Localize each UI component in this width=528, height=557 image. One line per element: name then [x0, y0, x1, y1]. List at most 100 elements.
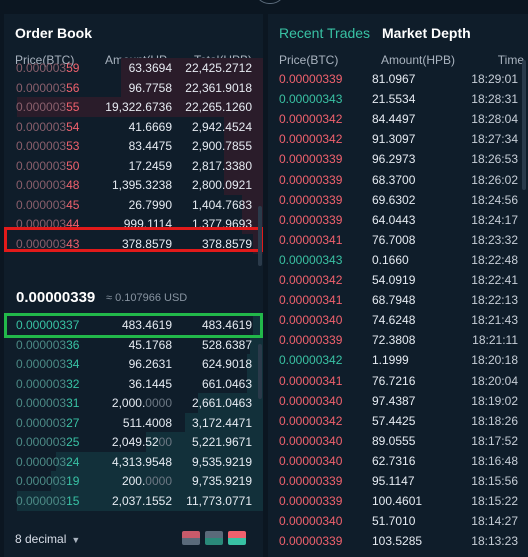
- trade-price: 0.00000339: [279, 534, 343, 549]
- ask-row[interactable]: 0.00000350 17.2459 2,817.3380: [4, 155, 263, 176]
- trades-scrollbar[interactable]: [522, 60, 526, 190]
- row-amount: 200.0000: [121, 474, 172, 488]
- row-total: 378.8579: [201, 236, 252, 251]
- ask-scrollbar[interactable]: [258, 206, 262, 266]
- orderbook-buy-icon[interactable]: [228, 531, 246, 545]
- ask-row[interactable]: 0.00000348 1,395.3238 2,800.0921: [4, 175, 263, 195]
- bid-row[interactable]: 0.00000337 483.4619 483.4619: [4, 315, 263, 335]
- trade-row[interactable]: 0.00000340 51.7010 18:14:27: [268, 511, 528, 531]
- trade-price: 0.00000341: [279, 293, 343, 308]
- trade-time: 18:21:11: [472, 333, 518, 348]
- trade-time: 18:23:32: [471, 232, 518, 247]
- row-price: 0.00000355: [16, 100, 80, 114]
- trade-row[interactable]: 0.00000341 76.7008 18:23:32: [268, 230, 528, 250]
- tab-market-depth[interactable]: Market Depth: [382, 25, 471, 41]
- decimal-select[interactable]: 8 decimal ▼: [15, 532, 80, 546]
- trade-row[interactable]: 0.00000342 54.0919 18:22:41: [268, 270, 528, 290]
- depth-bar: [242, 194, 263, 215]
- depth-bar: [55, 451, 263, 472]
- trade-row[interactable]: 0.00000340 89.0555 18:17:52: [268, 431, 528, 451]
- trade-time: 18:14:27: [471, 514, 518, 529]
- order-book-panel: Order Book Price(BTC) Amount(HP... Total…: [4, 14, 263, 557]
- trade-price: 0.00000339: [279, 474, 343, 488]
- trade-row[interactable]: 0.00000339 100.4601 18:15:22: [268, 491, 528, 511]
- bid-row[interactable]: 0.00000315 2,037.1552 11,773.0771: [4, 490, 263, 511]
- row-amount: 83.4475: [128, 139, 172, 153]
- trade-row[interactable]: 0.00000342 84.4497 18:28:04: [268, 109, 528, 129]
- trade-price: 0.00000340: [279, 453, 343, 468]
- row-total: 11,773.0771: [186, 493, 252, 508]
- price-column-header: Price(BTC): [15, 53, 75, 67]
- trade-time: 18:28:04: [471, 112, 518, 127]
- row-total: 661.0463: [201, 376, 252, 391]
- window-notch: [255, 0, 285, 4]
- bid-scrollbar[interactable]: [258, 344, 262, 399]
- trade-price: 0.00000340: [279, 433, 343, 448]
- trade-row[interactable]: 0.00000339 69.6302 18:24:56: [268, 190, 528, 210]
- tab-recent-trades[interactable]: Recent Trades: [279, 25, 371, 41]
- trade-amount: 57.4425: [372, 413, 416, 428]
- trade-amount: 1.1999: [372, 353, 409, 368]
- trade-row[interactable]: 0.00000339 95.1147 18:15:56: [268, 471, 528, 491]
- bid-row[interactable]: 0.00000334 96.2631 624.9018: [4, 354, 263, 374]
- row-amount: 2,037.1552: [111, 493, 172, 508]
- row-amount: 2,000.0000: [111, 396, 172, 410]
- depth-bar: [224, 155, 263, 176]
- trade-row[interactable]: 0.00000341 68.7948 18:22:13: [268, 290, 528, 310]
- row-total: 2,800.0921: [191, 178, 252, 192]
- trade-amount: 97.4387: [372, 393, 416, 408]
- bid-row[interactable]: 0.00000324 4,313.9548 9,535.9219: [4, 451, 263, 472]
- bid-row[interactable]: 0.00000331 2,000.0000 2,661.0463: [4, 393, 263, 413]
- order-book-footer: 8 decimal ▼: [4, 524, 263, 557]
- decimal-select-label: 8 decimal: [15, 532, 67, 546]
- row-amount: 4,313.9548: [111, 454, 172, 469]
- trade-time: 18:26:02: [471, 172, 518, 187]
- bid-row[interactable]: 0.00000332 36.1445 661.0463: [4, 373, 263, 394]
- trade-row[interactable]: 0.00000343 21.5534 18:28:31: [268, 89, 528, 109]
- last-price-row[interactable]: 0.00000339 ≈ 0.107966 USD: [4, 284, 263, 312]
- trade-row[interactable]: 0.00000340 74.6248 18:21:43: [268, 310, 528, 330]
- ask-row[interactable]: 0.00000355 19,322.6736 22,265.1260: [4, 97, 263, 117]
- ask-row[interactable]: 0.00000359 63.3694 22,425.2712: [4, 58, 263, 78]
- trade-row[interactable]: 0.00000343 0.1660 18:22:48: [268, 250, 528, 270]
- trade-row[interactable]: 0.00000339 64.0443 18:24:17: [268, 210, 528, 230]
- bid-row[interactable]: 0.00000325 2,049.5200 5,221.9671: [4, 432, 263, 452]
- trade-row[interactable]: 0.00000342 91.3097 18:27:34: [268, 129, 528, 149]
- bid-row[interactable]: 0.00000327 511.4008 3,172.4471: [4, 412, 263, 433]
- row-total: 9,535.9219: [191, 454, 252, 469]
- ask-row[interactable]: 0.00000354 41.6669 2,942.4524: [4, 116, 263, 137]
- ask-row[interactable]: 0.00000353 83.4475 2,900.7855: [4, 136, 263, 156]
- trade-time: 18:22:13: [471, 293, 518, 308]
- trade-time: 18:19:02: [471, 393, 518, 408]
- orderbook-both-icon[interactable]: [182, 531, 200, 545]
- trade-amount: 100.4601: [372, 494, 423, 509]
- trade-row[interactable]: 0.00000339 103.5285 18:13:23: [268, 531, 528, 551]
- trade-row[interactable]: 0.00000339 96.2973 18:26:53: [268, 149, 528, 169]
- trade-row[interactable]: 0.00000341 76.7216 18:20:04: [268, 371, 528, 391]
- bid-row[interactable]: 0.00000319 200.0000 9,735.9219: [4, 471, 263, 491]
- trade-row[interactable]: 0.00000342 57.4425 18:18:26: [268, 411, 528, 431]
- trade-amount: 96.2973: [372, 152, 416, 167]
- ask-row[interactable]: 0.00000345 26.7990 1,404.7683: [4, 194, 263, 215]
- orderbook-sell-icon[interactable]: [205, 531, 223, 545]
- depth-bar: [16, 490, 263, 511]
- depth-bar: [252, 315, 263, 335]
- trade-time: 18:28:31: [471, 92, 518, 107]
- depth-bar: [185, 412, 263, 433]
- bid-row[interactable]: 0.00000336 45.1768 528.6387: [4, 334, 263, 355]
- trade-row[interactable]: 0.00000340 62.7316 18:16:48: [268, 451, 528, 471]
- trade-amount: 0.1660: [372, 252, 409, 267]
- trade-row[interactable]: 0.00000342 1.1999 18:20:18: [268, 350, 528, 370]
- trade-amount: 74.6248: [372, 313, 416, 328]
- trade-row[interactable]: 0.00000339 81.0967 18:29:01: [268, 69, 528, 89]
- best-bid-highlight: [4, 313, 263, 338]
- ask-row[interactable]: 0.00000356 96.7758 22,361.9018: [4, 77, 263, 98]
- ask-row[interactable]: 0.00000343 378.8579 378.8579: [4, 233, 263, 254]
- trade-row[interactable]: 0.00000339 72.3808 18:21:11: [268, 330, 528, 350]
- trade-row[interactable]: 0.00000340 97.4387 18:19:02: [268, 391, 528, 411]
- row-amount: 45.1768: [128, 337, 172, 352]
- trade-price: 0.00000339: [279, 494, 343, 509]
- depth-bar: [146, 432, 263, 452]
- row-price: 0.00000354: [16, 119, 80, 134]
- trade-row[interactable]: 0.00000339 68.3700 18:26:02: [268, 170, 528, 190]
